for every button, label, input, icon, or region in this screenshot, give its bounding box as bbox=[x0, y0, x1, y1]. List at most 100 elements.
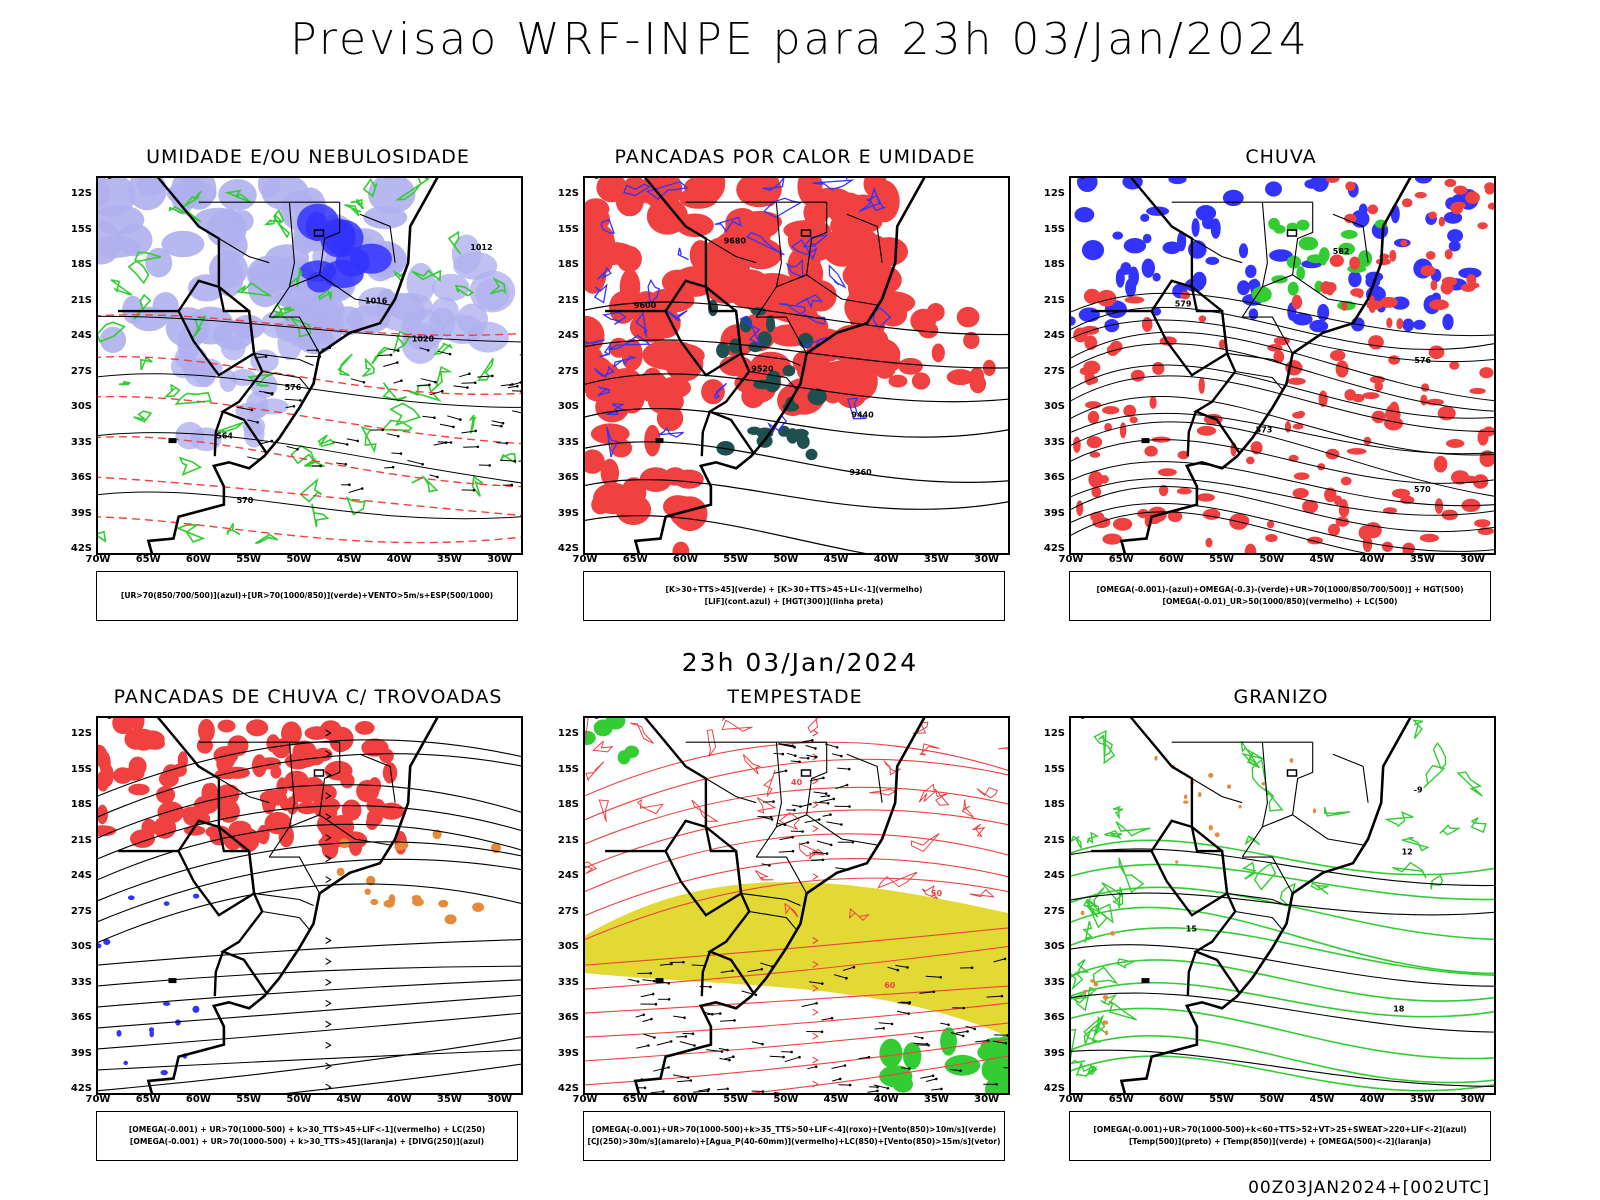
latitude-label: 18S bbox=[1043, 259, 1065, 270]
streamline bbox=[585, 927, 1008, 966]
field-blob bbox=[1152, 361, 1165, 375]
wind-vector-head bbox=[822, 776, 825, 780]
wind-vector-head bbox=[250, 408, 254, 412]
wind-vector bbox=[821, 1017, 833, 1021]
longitude-label: 65W bbox=[622, 1094, 648, 1105]
contour-line bbox=[802, 234, 829, 248]
field-blob bbox=[330, 220, 356, 254]
longitude-label: 50W bbox=[286, 554, 312, 565]
contour-line bbox=[597, 266, 612, 281]
field-blob bbox=[1296, 410, 1306, 418]
wind-vector bbox=[1003, 1067, 1008, 1069]
wind-vector-head bbox=[817, 818, 821, 821]
contour-line bbox=[1118, 857, 1145, 894]
contour-line bbox=[1071, 439, 1494, 484]
wind-vector-head bbox=[973, 1027, 976, 1031]
wind-vector-head bbox=[791, 835, 794, 839]
contour-value-label: 564 bbox=[216, 432, 233, 441]
wind-vector bbox=[512, 410, 521, 414]
wind-vector-head bbox=[296, 447, 299, 451]
field-blob bbox=[1296, 266, 1306, 281]
streamline-arrow bbox=[325, 937, 332, 944]
field-blob bbox=[1218, 339, 1226, 350]
wind-vector-head bbox=[908, 1001, 912, 1004]
field-blob bbox=[1205, 537, 1213, 548]
latitude-label: 12S bbox=[1043, 728, 1065, 739]
contour-value-label: 18 bbox=[1393, 1004, 1405, 1013]
map-canvas: 1012 1016 1020 576 564 570 bbox=[98, 178, 521, 553]
wind-vector-head bbox=[733, 1019, 736, 1022]
latitude-label: 42S bbox=[1043, 543, 1065, 554]
wind-vector-head bbox=[653, 1036, 656, 1039]
wind-vector bbox=[955, 1030, 968, 1034]
field-blob bbox=[1453, 185, 1468, 195]
wind-vector bbox=[718, 1047, 728, 1051]
contour-line bbox=[1071, 848, 1494, 887]
contour-line bbox=[585, 515, 867, 553]
streamline bbox=[585, 741, 1008, 797]
state-border bbox=[705, 238, 757, 264]
state-border bbox=[319, 274, 391, 306]
wind-vector-head bbox=[488, 464, 492, 467]
field-blob bbox=[1090, 979, 1096, 983]
country-border bbox=[1186, 411, 1198, 457]
field-blob bbox=[1123, 404, 1137, 417]
field-blob bbox=[704, 252, 745, 276]
contour-line bbox=[721, 718, 726, 721]
wind-vector bbox=[986, 995, 1002, 998]
field-blob bbox=[1091, 486, 1102, 498]
contour-line bbox=[1071, 944, 1494, 987]
field-blob bbox=[284, 770, 309, 793]
streamline bbox=[585, 985, 1008, 1014]
contour-line bbox=[1071, 892, 1494, 916]
wind-vector-head bbox=[426, 349, 430, 352]
field-blob bbox=[307, 754, 324, 766]
longitude-label: 60W bbox=[672, 1094, 698, 1105]
legend-line: [OMEGA(-0.001)-(azul)+OMEGA(-0.3)-(verde… bbox=[1096, 585, 1464, 594]
streamline-arrow bbox=[325, 813, 332, 821]
wind-vector-head bbox=[649, 971, 652, 975]
wind-vector-head bbox=[848, 1083, 852, 1087]
wind-vector-head bbox=[474, 429, 478, 433]
latitude-label: 39S bbox=[70, 507, 92, 519]
wind-vector bbox=[791, 804, 801, 807]
contour-line bbox=[845, 178, 848, 181]
longitude-label: 55W bbox=[723, 1094, 749, 1105]
latitude-label: 33S bbox=[557, 976, 579, 988]
contour-line bbox=[168, 206, 202, 223]
wind-vector-head bbox=[473, 381, 477, 384]
wind-vector-head bbox=[726, 1048, 729, 1052]
field-blob bbox=[175, 1019, 181, 1026]
contour-line bbox=[645, 181, 689, 200]
state-border bbox=[755, 202, 782, 318]
wind-vector bbox=[391, 452, 401, 455]
field-blob bbox=[98, 943, 102, 949]
field-blob bbox=[336, 867, 345, 877]
field-blob bbox=[192, 1005, 200, 1013]
map-canvas: 582 579 576 573 570 bbox=[1071, 178, 1494, 553]
contour-line bbox=[1071, 319, 1494, 363]
contour-line bbox=[345, 496, 366, 516]
wind-vector bbox=[761, 816, 773, 820]
df-mark bbox=[313, 769, 325, 777]
field-blob bbox=[103, 939, 111, 945]
contour-line bbox=[795, 294, 824, 310]
wind-vector-head bbox=[1003, 957, 1007, 961]
field-blob bbox=[128, 783, 150, 796]
country-border bbox=[177, 279, 256, 377]
wind-vector bbox=[757, 816, 772, 818]
longitude-label: 65W bbox=[135, 1094, 161, 1105]
field-blob bbox=[1168, 178, 1187, 185]
field-blob bbox=[1083, 989, 1087, 994]
longitude-label: 35W bbox=[923, 554, 949, 565]
field-blob bbox=[1273, 350, 1285, 364]
contour-line bbox=[1456, 771, 1483, 797]
contour-line bbox=[1071, 886, 1494, 940]
contour-line bbox=[299, 477, 323, 503]
contour-value-label: 9680 bbox=[724, 237, 747, 246]
field-blob bbox=[600, 458, 619, 487]
field-blob bbox=[1112, 231, 1124, 240]
field-blob bbox=[1291, 294, 1303, 310]
wind-vector-head bbox=[682, 960, 685, 964]
field-blob bbox=[383, 899, 395, 908]
